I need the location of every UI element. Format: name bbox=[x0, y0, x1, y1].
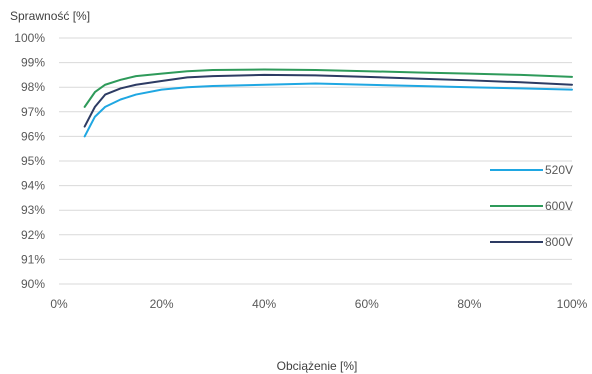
grid-layer bbox=[59, 37, 572, 285]
y-tick-label: 90% bbox=[21, 277, 45, 291]
series-layer bbox=[83, 68, 573, 138]
y-tick-label: 94% bbox=[21, 179, 45, 193]
series-line-520v bbox=[83, 82, 573, 138]
y-tick-label: 98% bbox=[21, 80, 45, 94]
x-tick-label: 20% bbox=[150, 297, 174, 311]
series-line-600v bbox=[83, 68, 573, 108]
series-line-800v bbox=[83, 73, 573, 128]
x-tick-label: 40% bbox=[252, 297, 276, 311]
y-axis-label: Sprawność [%] bbox=[10, 9, 90, 23]
legend-layer: 520V 600V 800V bbox=[490, 163, 573, 249]
y-tick-label: 97% bbox=[21, 105, 45, 119]
y-tick-label: 96% bbox=[21, 129, 45, 143]
y-tick-label: 99% bbox=[21, 56, 45, 70]
y-tick-label: 95% bbox=[21, 154, 45, 168]
x-tick-label: 0% bbox=[50, 297, 68, 311]
legend-label-800v: 800V bbox=[545, 235, 573, 249]
y-tick-label: 91% bbox=[21, 252, 45, 266]
y-tick-label: 93% bbox=[21, 203, 45, 217]
y-tick-label: 100% bbox=[14, 31, 45, 45]
legend-label-520v: 520V bbox=[545, 163, 573, 177]
x-axis-label: Obciążenie [%] bbox=[277, 359, 358, 373]
y-tick-label: 92% bbox=[21, 228, 45, 242]
legend-label-600v: 600V bbox=[545, 199, 573, 213]
x-tick-label: 100% bbox=[557, 297, 588, 311]
x-tick-label: 80% bbox=[457, 297, 481, 311]
x-tick-label: 60% bbox=[355, 297, 379, 311]
tick-layer: 100% 99% 98% 97% 96% 95% 94% 93% 92% 91% 90% 0% 20% 4… bbox=[14, 31, 587, 311]
